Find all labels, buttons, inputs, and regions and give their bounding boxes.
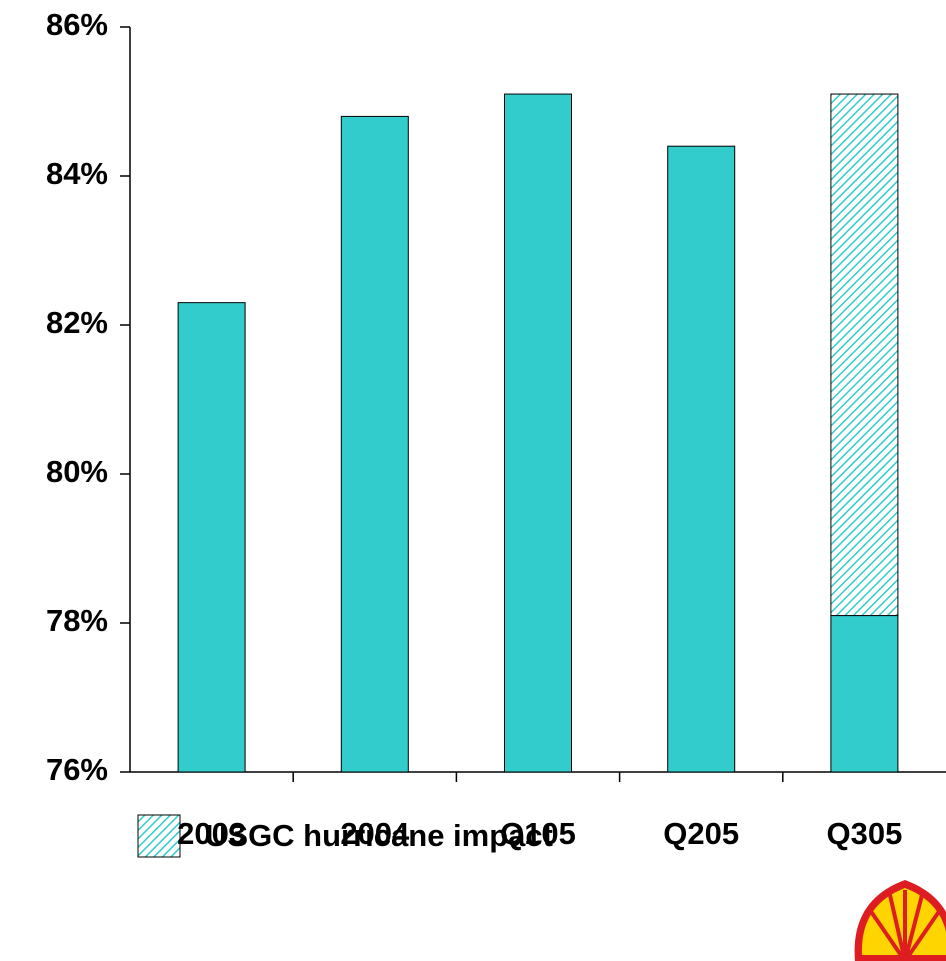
x-tick-label: 2003 — [177, 816, 246, 851]
bar — [340, 115, 409, 773]
bar — [504, 93, 572, 773]
bar — [830, 93, 899, 617]
legend-swatch — [137, 814, 181, 858]
logo — [854, 880, 946, 961]
y-tick-label: 86% — [46, 7, 108, 42]
y-tick-label: 84% — [46, 156, 108, 191]
y-tick-label: 78% — [46, 603, 108, 638]
y-tick-label: 80% — [46, 454, 108, 489]
legend-label: USGC hurricane impact — [205, 818, 553, 853]
y-tick-label: 82% — [46, 305, 108, 340]
bar — [830, 615, 899, 773]
x-tick-label: Q205 — [663, 816, 739, 851]
x-tick-label: 2004 — [340, 816, 410, 851]
bar — [667, 145, 736, 773]
bar — [177, 302, 246, 773]
x-tick-label: Q305 — [826, 816, 902, 851]
y-tick-label: 76% — [46, 752, 108, 787]
x-tick-label: Q105 — [500, 816, 576, 851]
